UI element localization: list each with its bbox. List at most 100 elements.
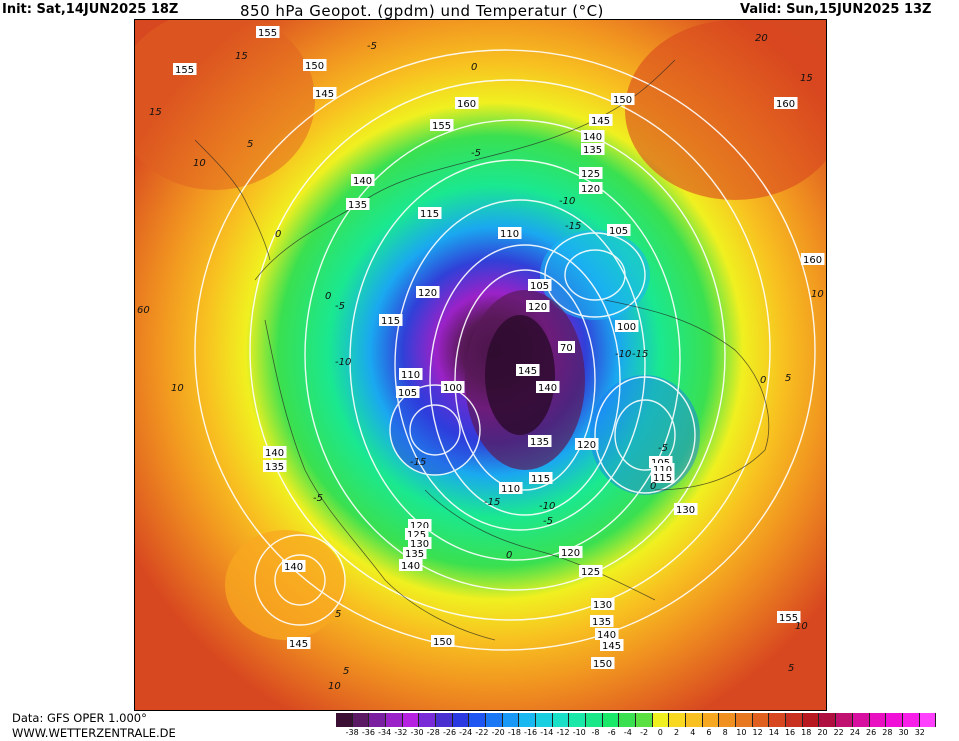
svg-text:120: 120 bbox=[528, 302, 547, 313]
geopotential-label: 100 bbox=[615, 320, 639, 333]
colorbar-cell bbox=[836, 713, 853, 727]
colorbar-tick: -36 bbox=[361, 728, 375, 737]
geopotential-label: 145 bbox=[287, 637, 311, 650]
svg-text:105: 105 bbox=[530, 281, 549, 292]
temperature-label: -5 bbox=[658, 443, 668, 454]
geopotential-label: 115 bbox=[379, 314, 403, 327]
svg-text:130: 130 bbox=[593, 600, 612, 611]
colorbar-cell bbox=[436, 713, 453, 727]
geopotential-label: 120 bbox=[526, 300, 550, 313]
colorbar-tick: 6 bbox=[706, 728, 712, 737]
colorbar-cell bbox=[669, 713, 687, 727]
warm-region bbox=[625, 20, 826, 200]
temperature-label: 60 bbox=[137, 305, 150, 316]
geopotential-label: 120 bbox=[579, 182, 603, 195]
geopotential-label: 155 bbox=[256, 26, 280, 39]
colorbar-cell bbox=[386, 713, 403, 727]
geopotential-label: 145 bbox=[313, 87, 337, 100]
geopotential-label: 105 bbox=[607, 224, 631, 237]
geopotential-label: 110 bbox=[499, 482, 523, 495]
geopotential-label: 110 bbox=[399, 368, 423, 381]
geopotential-label: 140 bbox=[536, 381, 560, 394]
colorbar-cell bbox=[719, 713, 737, 727]
svg-text:135: 135 bbox=[592, 617, 611, 628]
colorbar-cells bbox=[336, 713, 937, 727]
colorbar-cell bbox=[702, 713, 720, 727]
colorbar-cell bbox=[769, 713, 787, 727]
svg-text:115: 115 bbox=[653, 473, 672, 484]
geopotential-label: 115 bbox=[529, 472, 553, 485]
geopotential-label: 115 bbox=[418, 207, 442, 220]
temperature-label: 0 bbox=[471, 62, 477, 73]
temperature-label: 0 bbox=[275, 229, 281, 240]
svg-text:70: 70 bbox=[560, 343, 573, 354]
svg-text:145: 145 bbox=[315, 89, 334, 100]
temperature-label: 10 bbox=[811, 289, 824, 300]
geopotential-label: 150 bbox=[591, 657, 615, 670]
colorbar-tick: -2 bbox=[640, 728, 649, 737]
colorbar-tick: 10 bbox=[736, 728, 747, 737]
colorbar-tick: -18 bbox=[507, 728, 521, 737]
geopotential-label: 155 bbox=[777, 611, 801, 624]
temperature-label: 0 bbox=[650, 481, 656, 492]
geopotential-label: 105 bbox=[396, 386, 420, 399]
svg-text:140: 140 bbox=[284, 562, 303, 573]
colorbar-cell bbox=[469, 713, 487, 727]
geopotential-label: 110 bbox=[498, 227, 522, 240]
colorbar-tick: 24 bbox=[849, 728, 860, 737]
svg-text:120: 120 bbox=[581, 184, 600, 195]
geopotential-label: 135 bbox=[403, 547, 427, 560]
svg-text:160: 160 bbox=[803, 255, 822, 266]
weather-map: 155 155 150 145 160 155 150 145 140 135 125 120 160 1… bbox=[134, 19, 827, 711]
svg-text:115: 115 bbox=[531, 474, 550, 485]
svg-text:160: 160 bbox=[457, 99, 476, 110]
svg-text:145: 145 bbox=[518, 366, 537, 377]
svg-text:115: 115 bbox=[420, 209, 439, 220]
colorbar-tick: 32 bbox=[914, 728, 925, 737]
colorbar-cell bbox=[819, 713, 837, 727]
init-time: Init: Sat,14JUN2025 18Z bbox=[2, 2, 179, 17]
colorbar-tick: -10 bbox=[572, 728, 586, 737]
svg-text:125: 125 bbox=[407, 530, 426, 541]
temperature-label: 0 bbox=[506, 550, 512, 561]
geopotential-label: 155 bbox=[430, 119, 454, 132]
geopotential-label: 120 bbox=[575, 438, 599, 451]
colorbar-tick: -6 bbox=[607, 728, 616, 737]
svg-text:140: 140 bbox=[401, 561, 420, 572]
temperature-label: -5 bbox=[335, 301, 345, 312]
colorbar-cell bbox=[536, 713, 553, 727]
colorbar-cell bbox=[486, 713, 503, 727]
svg-text:110: 110 bbox=[500, 229, 519, 240]
temperature-label: -5 bbox=[313, 493, 323, 504]
warm-region bbox=[135, 20, 315, 190]
colorbar-cell bbox=[419, 713, 437, 727]
colorbar-cell bbox=[919, 713, 937, 727]
geopotential-label: 130 bbox=[674, 503, 698, 516]
valid-time: Valid: Sun,15JUN2025 13Z bbox=[740, 2, 932, 17]
geopotential-label: 140 bbox=[263, 446, 287, 459]
geopotential-label: 125 bbox=[579, 167, 603, 180]
colorbar-tick: -12 bbox=[556, 728, 570, 737]
geopotential-label: 145 bbox=[600, 639, 624, 652]
temperature-label: 5 bbox=[343, 666, 349, 677]
colorbar-cell bbox=[502, 713, 520, 727]
colorbar-cell bbox=[369, 713, 387, 727]
svg-text:135: 135 bbox=[405, 549, 424, 560]
colorbar-tick: -16 bbox=[524, 728, 538, 737]
geopotential-label: 130 bbox=[408, 537, 432, 550]
temperature-label: 5 bbox=[335, 609, 341, 620]
temperature-label: 20 bbox=[755, 33, 768, 44]
svg-text:160: 160 bbox=[776, 99, 795, 110]
svg-text:100: 100 bbox=[443, 383, 462, 394]
temperature-label: -5 bbox=[471, 148, 481, 159]
svg-text:105: 105 bbox=[609, 226, 628, 237]
geopotential-label: 135 bbox=[590, 615, 614, 628]
svg-text:120: 120 bbox=[418, 288, 437, 299]
geopotential-label: 140 bbox=[581, 130, 605, 143]
svg-text:155: 155 bbox=[779, 613, 798, 624]
colorbar-tick: 0 bbox=[657, 728, 663, 737]
colorbar-cell bbox=[336, 713, 353, 727]
geopotential-label: 125 bbox=[579, 565, 603, 578]
geopotential-label: 105 bbox=[528, 279, 552, 292]
